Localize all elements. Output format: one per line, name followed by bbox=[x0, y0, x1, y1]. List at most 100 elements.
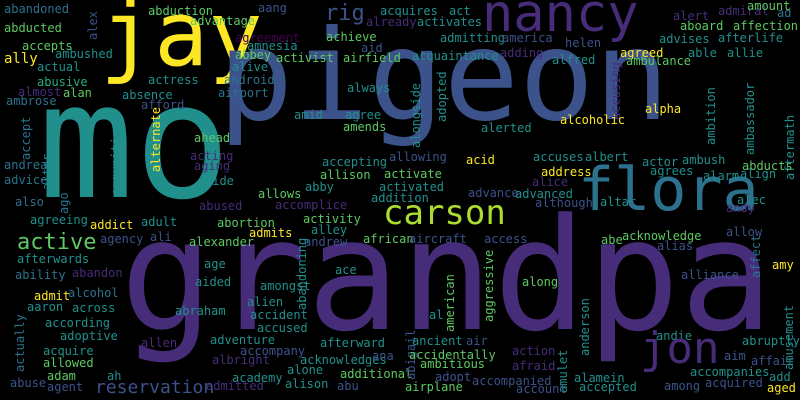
word-actual: actual bbox=[37, 60, 81, 74]
word-alerted: alerted bbox=[481, 121, 532, 135]
word-amy: amy bbox=[772, 258, 794, 272]
word-admitted: admitted bbox=[206, 379, 264, 393]
word-altar: altar bbox=[600, 195, 637, 209]
word-alamein: alamein bbox=[574, 371, 625, 385]
word-accompanied: accompanied bbox=[472, 374, 552, 388]
word-accidentally: accidentally bbox=[409, 348, 496, 362]
word-alcohol: alcohol bbox=[68, 286, 119, 300]
word-abandoning: abandoning bbox=[295, 237, 309, 310]
word-andrew: andrew bbox=[304, 235, 348, 249]
word-amongst: amongst bbox=[260, 279, 311, 293]
word-alex: alex bbox=[86, 11, 100, 40]
word-aircraft: aircraft bbox=[409, 232, 467, 246]
word-acquires: acquires bbox=[380, 4, 438, 18]
word-ability: ability bbox=[15, 268, 66, 282]
word-adding: adding bbox=[500, 46, 544, 60]
word-abbey: abbey bbox=[235, 48, 272, 62]
word-advanced: advanced bbox=[515, 187, 573, 201]
word-access: access bbox=[484, 232, 528, 246]
word-actually: actually bbox=[13, 314, 27, 372]
word-allie: allie bbox=[727, 46, 764, 60]
word-abu: abu bbox=[337, 379, 359, 393]
word-accusing: accusing bbox=[609, 62, 623, 120]
word-airfield: airfield bbox=[343, 51, 401, 65]
word-afterwards: afterwards bbox=[17, 252, 90, 266]
word-ambition: ambition bbox=[704, 87, 718, 145]
word-rig: rig bbox=[325, 1, 365, 26]
word-allow: allow bbox=[726, 225, 763, 239]
word-american: american bbox=[443, 274, 457, 332]
word-acting: acting bbox=[190, 149, 234, 163]
word-andrea: andrea bbox=[4, 158, 48, 172]
word-actress: actress bbox=[148, 73, 199, 87]
word-amnesia: amnesia bbox=[247, 39, 298, 53]
word-allows: allows bbox=[258, 187, 302, 201]
word-andy: andy bbox=[726, 201, 755, 215]
word-abducted: abducted bbox=[4, 21, 62, 35]
word-accept: accept bbox=[19, 116, 33, 160]
word-achieve: achieve bbox=[326, 30, 377, 44]
word-although: although bbox=[535, 196, 593, 210]
word-acquaintance: acquaintance bbox=[412, 49, 499, 63]
word-pigeon: pigeon bbox=[218, 4, 670, 149]
word-age: age bbox=[204, 257, 226, 271]
word-aide: aide bbox=[205, 174, 234, 188]
word-alice: alice bbox=[532, 175, 569, 189]
word-abandoned: abandoned bbox=[4, 2, 70, 16]
word-admits: admits bbox=[249, 226, 293, 240]
word-agreement: agreement bbox=[235, 31, 301, 45]
word-agree: agree bbox=[345, 108, 382, 122]
word-adoptive: adoptive bbox=[60, 329, 118, 343]
word-agreeing: agreeing bbox=[30, 213, 88, 227]
word-abortion: abortion bbox=[217, 216, 275, 230]
word-jon: jon bbox=[640, 323, 720, 374]
word-academy: academy bbox=[232, 371, 283, 385]
word-agency: agency bbox=[100, 232, 144, 246]
word-alcoholic: alcoholic bbox=[560, 113, 626, 127]
word-ambushed: ambushed bbox=[55, 47, 113, 61]
word-ammunition: ammunition bbox=[109, 122, 123, 195]
word-alpha: alpha bbox=[645, 102, 682, 116]
word-affair: affair bbox=[751, 354, 795, 368]
word-abruptly: abruptly bbox=[742, 334, 800, 348]
word-grandpa: grandpa bbox=[120, 185, 774, 366]
word-alternate: alternate bbox=[149, 106, 163, 172]
word-acquired: acquired bbox=[705, 376, 763, 390]
word-acid: acid bbox=[466, 153, 495, 167]
word-jay: jay bbox=[100, 0, 263, 87]
word-afford: afford bbox=[141, 98, 185, 112]
word-alone: alone bbox=[287, 363, 324, 377]
word-acknowledge: acknowledge bbox=[622, 229, 702, 243]
word-align: align bbox=[740, 167, 777, 181]
word-accused: accused bbox=[257, 321, 308, 335]
word-always: always bbox=[347, 81, 391, 95]
word-alec: alec bbox=[737, 193, 766, 207]
word-aim: aim bbox=[724, 349, 746, 363]
word-alexander: alexander bbox=[189, 235, 255, 249]
word-aid: aid bbox=[361, 41, 383, 55]
word-actor: actor bbox=[642, 155, 679, 169]
word-aided: aided bbox=[195, 275, 232, 289]
word-along: along bbox=[522, 275, 559, 289]
word-helen: helen bbox=[565, 36, 602, 50]
word-abandon: abandon bbox=[72, 266, 123, 280]
word-allen: allen bbox=[141, 336, 178, 350]
word-acknowledges: acknowledges bbox=[300, 353, 387, 367]
word-andie: andie bbox=[656, 329, 693, 343]
word-abraham: abraham bbox=[175, 304, 226, 318]
word-able: able bbox=[688, 46, 717, 60]
word-ah: ah bbox=[107, 369, 122, 383]
word-afterlife: afterlife bbox=[718, 31, 784, 45]
word-alias: alias bbox=[657, 239, 694, 253]
word-activates: activates bbox=[417, 15, 483, 29]
word-affect: affect bbox=[749, 234, 763, 278]
word-ali: ali bbox=[150, 230, 172, 244]
word-agent: agent bbox=[47, 380, 84, 394]
word-absence: absence bbox=[122, 88, 173, 102]
word-adult: adult bbox=[141, 215, 178, 229]
word-ambulance: ambulance bbox=[626, 54, 692, 68]
word-android: android bbox=[224, 73, 275, 87]
word-adventure: adventure bbox=[210, 333, 276, 347]
word-amid: amid bbox=[294, 108, 323, 122]
word-across: across bbox=[72, 301, 116, 315]
